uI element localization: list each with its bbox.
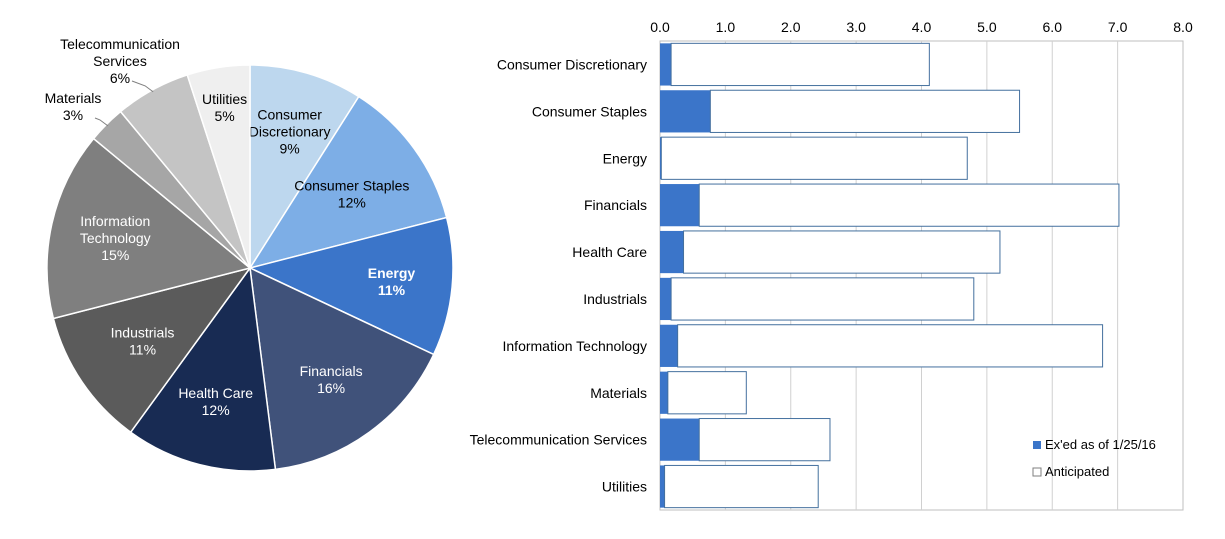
x-tick-label: 4.0 xyxy=(912,19,932,35)
bar-anticipated-information-technology xyxy=(677,324,1104,368)
category-label-utilities: Utilities xyxy=(602,479,647,495)
pie-slice-information-technology xyxy=(46,137,252,320)
pie-label-financials: Financials 16% xyxy=(300,363,363,396)
pie-slice-health-care xyxy=(129,266,277,472)
bar-anticipated-consumer-staples xyxy=(709,89,1021,133)
bar-anticipated-utilities xyxy=(664,464,819,509)
pie-label-materials: Materials 3% xyxy=(45,90,102,123)
category-label-consumer-discretionary: Consumer Discretionary xyxy=(497,56,647,72)
category-label-materials: Materials xyxy=(590,385,647,401)
category-label-energy: Energy xyxy=(603,150,647,166)
category-label-telecommunication-services: Telecommunication Services xyxy=(470,432,647,448)
bar-ex-ed-as-of-1-25-16-consumer-discretionary xyxy=(660,43,672,86)
bar-anticipated-health-care xyxy=(683,230,1001,274)
x-tick-label: 3.0 xyxy=(846,19,866,35)
bar-ex-ed-as-of-1-25-16-financials xyxy=(660,184,700,227)
category-label-consumer-staples: Consumer Staples xyxy=(532,103,647,119)
pie-slice-energy xyxy=(247,216,454,356)
bar-anticipated-industrials xyxy=(670,277,975,321)
bar-ex-ed-as-of-1-25-16-consumer-staples xyxy=(660,90,711,133)
leader-line-materials xyxy=(94,117,109,127)
bar-ex-ed-as-of-1-25-16-telecommunication-services xyxy=(660,418,700,461)
pie-label-consumer-staples: Consumer Staples 12% xyxy=(294,178,409,211)
pie-label-consumer-discretionary: Consumer Discretionary 9% xyxy=(249,107,331,157)
legend-swatch-ex-ed-as-of-1-25-16 xyxy=(1033,441,1041,449)
category-label-health-care: Health Care xyxy=(572,244,647,260)
pie-label-utilities: Utilities 5% xyxy=(202,91,247,124)
pie-slice-consumer-discretionary xyxy=(249,64,360,271)
bar-ex-ed-as-of-1-25-16-materials xyxy=(660,371,668,414)
bar-anticipated-consumer-discretionary xyxy=(670,42,930,87)
x-tick-label: 8.0 xyxy=(1173,19,1193,35)
pie-label-industrials: Industrials 11% xyxy=(111,325,175,358)
x-tick-label: 7.0 xyxy=(1108,19,1128,35)
category-label-information-technology: Information Technology xyxy=(503,338,648,354)
sector-bar-chart: 0.0 1.0 2.0 3.0 4.0 5.0 6.0 7.0 8.0 Consumer Disc… xyxy=(470,19,1193,511)
pie-label-information-technology: Information Technology 15% xyxy=(80,213,151,263)
pie-label-energy: Energy 11% xyxy=(368,265,416,298)
x-tick-label: 5.0 xyxy=(977,19,997,35)
bar-ex-ed-as-of-1-25-16-information-technology xyxy=(660,324,678,367)
x-tick-label: 2.0 xyxy=(781,19,801,35)
pie-label-telecommunication-services: Telecommunication Services 6% xyxy=(60,36,180,86)
leader-line-telecommunication-services xyxy=(131,80,154,93)
pie-slice-utilities xyxy=(186,64,251,269)
x-tick-label: 1.0 xyxy=(716,19,736,35)
pie-slice-financials xyxy=(249,266,435,471)
x-tick-label: 6.0 xyxy=(1043,19,1063,35)
pie-slice-industrials xyxy=(52,266,252,434)
bar-anticipated-materials xyxy=(667,371,747,415)
legend-swatch-anticipated xyxy=(1032,467,1042,477)
pie-label-health-care: Health Care 12% xyxy=(178,385,253,418)
bar-ex-ed-as-of-1-25-16-health-care xyxy=(660,230,684,274)
bar-ex-ed-as-of-1-25-16-energy xyxy=(660,137,662,180)
bar-ex-ed-as-of-1-25-16-industrials xyxy=(660,277,672,321)
pie-slice-consumer-staples xyxy=(248,95,448,270)
bar-anticipated-telecommunication-services xyxy=(698,418,831,462)
x-tick-label: 0.0 xyxy=(650,19,670,35)
category-label-financials: Financials xyxy=(584,197,647,213)
legend-label-anticipated: Anticipated xyxy=(1045,464,1109,479)
legend-label-ex-ed-as-of-1-25-16: Ex'ed as of 1/25/16 xyxy=(1045,437,1156,452)
sector-weight-pie-chart: Consumer Discretionary 9% Consumer Staples 1… xyxy=(45,36,454,472)
bar-anticipated-financials xyxy=(698,183,1120,227)
bar-anticipated-energy xyxy=(660,136,968,180)
category-label-industrials: Industrials xyxy=(583,291,647,307)
bar-ex-ed-as-of-1-25-16-utilities xyxy=(660,465,665,508)
